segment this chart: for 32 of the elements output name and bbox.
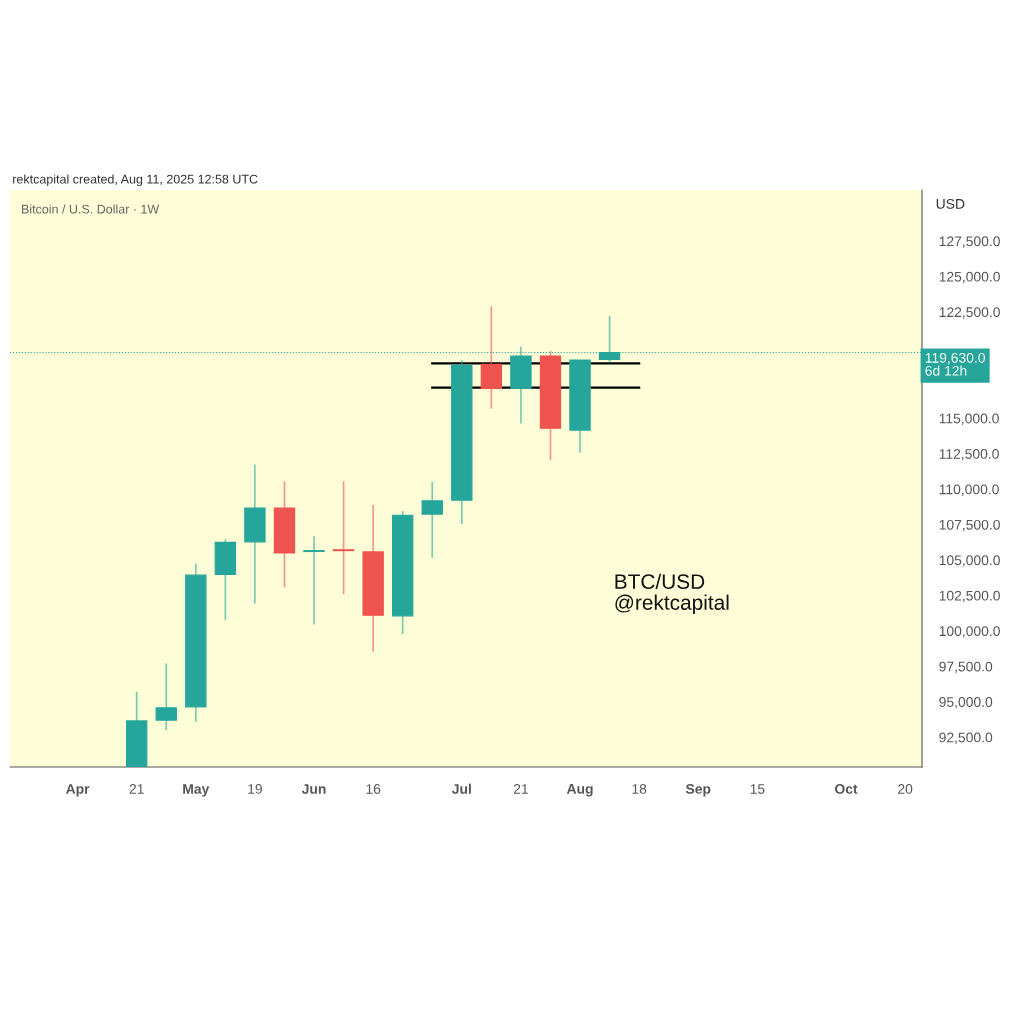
y-tick-label: 112,500.0 [939,448,999,461]
y-tick-label: 107,500.0 [939,519,1000,532]
y-tick-label: 125,000.0 [939,271,1000,284]
x-tick-label: 21 [513,784,528,794]
y-tick-label: 105,000.0 [939,555,1000,567]
y-tick-label: 100,000.0 [939,626,1000,638]
x-tick-label: Jun [301,784,326,794]
y-axis-title: USD [936,198,965,209]
x-tick-label: May [183,784,210,797]
y-tick-label: 92,500.0 [939,732,993,745]
chart-subtitle: rektcapital created, Aug 11, 2025 12:58 UTC [13,174,258,187]
x-tick-label: Sep [685,784,711,797]
x-tick-label: 20 [898,784,913,794]
y-tick-label: 122,500.0 [939,307,1000,319]
y-tick-label: 115,000.0 [939,413,999,426]
x-tick-label: Aug [566,784,593,797]
annotation: BTC/USD @rektcapital [615,573,729,615]
y-tick-label: 127,500.0 [939,236,1000,248]
x-tick-label: 21 [129,784,144,794]
x-tick-label: 15 [750,784,765,794]
y-tick-label: 110,000.0 [939,484,999,496]
x-tick-label: 18 [632,784,647,794]
x-tick-label: Apr [65,784,90,797]
ref-line-label: 119,630.0 6d 12h [925,352,985,376]
x-tick-label: Jul [451,783,471,794]
y-tick-label: 95,000.0 [939,697,993,709]
y-tick-label: 97,500.0 [939,661,993,674]
x-tick-label: 16 [366,784,381,794]
y-tick-label: 102,500.0 [939,590,1000,603]
x-tick-label: Oct [835,784,858,794]
x-tick-label: 19 [248,784,262,794]
text: Bitcoin / U.S. Dollar · 1W [22,204,160,214]
